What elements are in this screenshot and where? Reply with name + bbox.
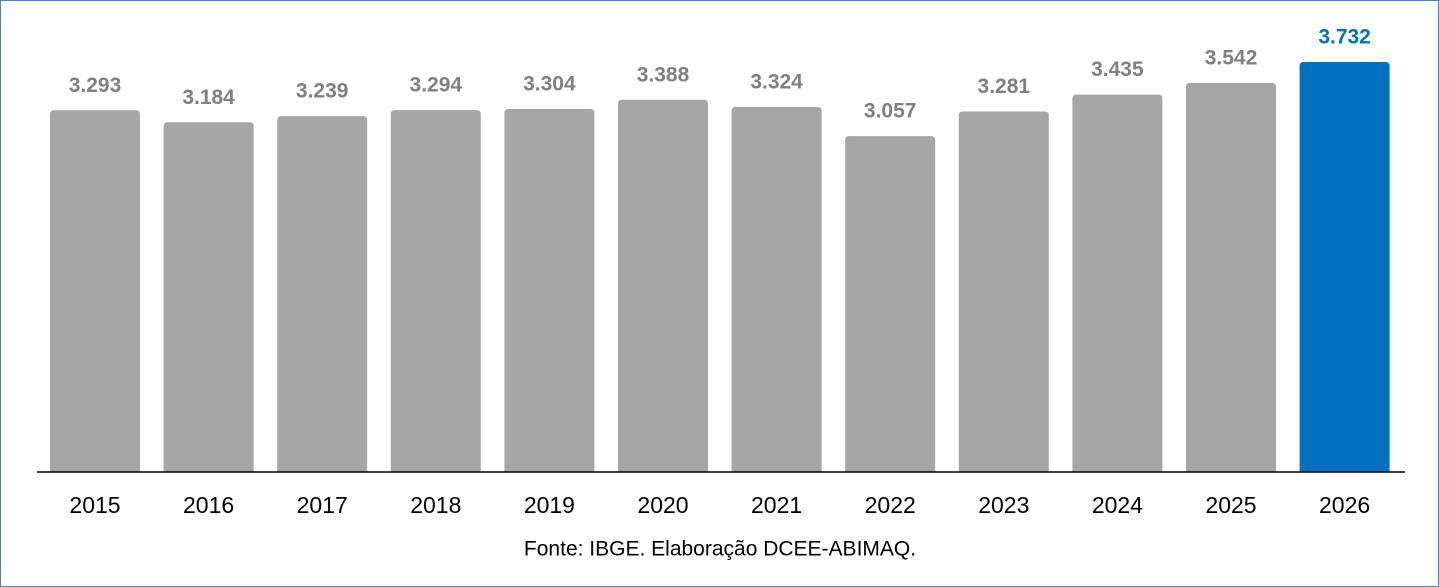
bar [163, 122, 254, 472]
data-label: 3.435 [1091, 58, 1144, 81]
bar [390, 110, 481, 473]
data-label: 3.281 [978, 75, 1031, 98]
source-note: Fonte: IBGE. Elaboração DCEE-ABIMAQ. [524, 538, 916, 561]
bar [1299, 62, 1390, 472]
bar [1072, 94, 1163, 473]
x-tick-label: 2020 [637, 492, 688, 518]
x-tick-label: 2022 [865, 492, 916, 518]
data-label: 3.293 [69, 74, 122, 97]
x-tick-label: 2018 [410, 492, 461, 518]
x-tick-label: 2026 [1319, 492, 1370, 518]
bar [504, 109, 595, 473]
x-tick-label: 2017 [297, 492, 348, 518]
data-label: 3.388 [637, 63, 690, 86]
data-label: 3.324 [750, 70, 803, 93]
x-tick-label: 2024 [1092, 492, 1143, 518]
data-label: 3.184 [182, 86, 235, 109]
bar [277, 116, 368, 472]
x-tick-label: 2023 [978, 492, 1029, 518]
x-tick-label: 2021 [751, 492, 802, 518]
bar [958, 111, 1049, 473]
x-tick-label: 2015 [69, 492, 120, 518]
bar [1186, 82, 1276, 472]
bar [50, 110, 140, 473]
bar [618, 99, 708, 473]
data-label: 3.732 [1318, 26, 1371, 49]
x-tick-label: 2019 [524, 492, 575, 518]
data-label: 3.239 [296, 80, 349, 103]
data-label: 3.294 [410, 74, 463, 97]
bar [731, 106, 822, 472]
data-label: 3.542 [1205, 46, 1258, 69]
data-label: 3.304 [523, 73, 576, 96]
x-tick-label: 2025 [1205, 492, 1256, 518]
x-tick-label: 2016 [183, 492, 234, 518]
data-label: 3.057 [864, 100, 917, 123]
bar [845, 136, 936, 472]
